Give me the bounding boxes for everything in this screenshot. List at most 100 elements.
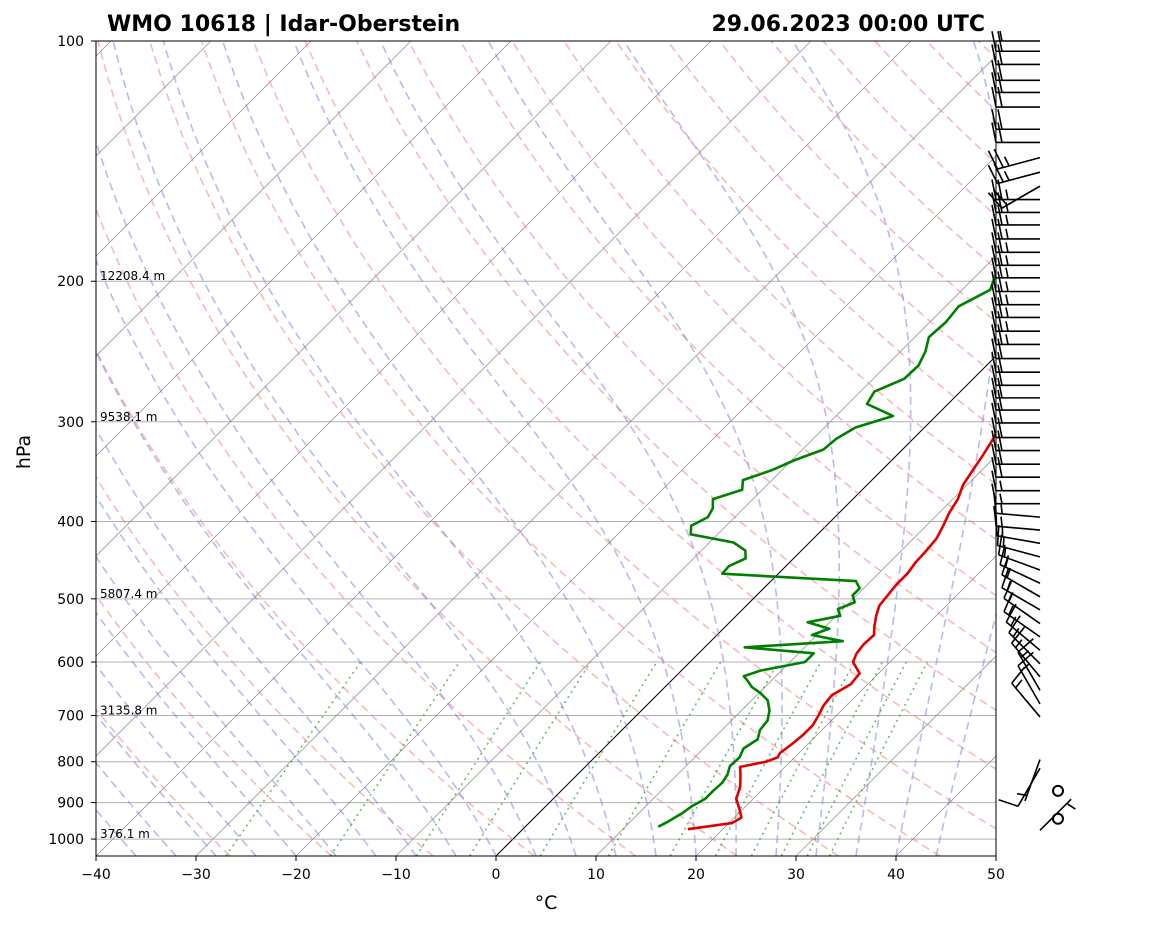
wind-barb xyxy=(991,109,1040,131)
wind-barb xyxy=(991,352,1040,373)
height-label: 3135.8 m xyxy=(100,703,158,717)
moist-adiabat-line xyxy=(221,41,657,856)
moist-adiabat-line xyxy=(162,41,617,856)
mixing-ratio-line xyxy=(329,661,461,856)
wind-barb xyxy=(991,284,1040,306)
x-tick-label: 30 xyxy=(787,867,805,883)
wind-barb xyxy=(991,72,1040,94)
x-tick-label: −30 xyxy=(181,867,211,883)
wind-barb xyxy=(987,185,1041,209)
y-tick-label: 300 xyxy=(57,415,84,431)
wind-barb xyxy=(1017,638,1041,691)
dry-adiabat-line xyxy=(96,708,231,856)
wind-barb xyxy=(991,86,1040,108)
y-tick-label: 800 xyxy=(57,755,84,771)
dry-adiabat-line xyxy=(148,41,840,856)
wind-barb xyxy=(991,271,1040,293)
moist-adiabat-line xyxy=(487,41,783,856)
moist-adiabat-line xyxy=(791,41,912,856)
y-tick-label: 1000 xyxy=(48,832,84,848)
wind-barb xyxy=(991,192,1040,214)
dry-adiabat-line xyxy=(200,41,941,856)
y-tick-label: 700 xyxy=(57,708,84,724)
isotherm-line xyxy=(795,655,996,856)
mixing-ratio-line xyxy=(225,661,362,856)
y-axis-label: hPa xyxy=(13,435,35,469)
wind-barb xyxy=(996,30,1040,42)
moist-adiabat-line xyxy=(112,41,577,856)
moist-adiabat-line xyxy=(96,427,417,856)
wind-barb xyxy=(991,470,1040,492)
x-tick-label: 0 xyxy=(492,867,501,883)
wind-barb xyxy=(991,377,1040,399)
y-tick-label: 500 xyxy=(57,592,84,608)
background-lines xyxy=(96,41,996,856)
wind-barb xyxy=(991,417,1040,439)
dry-adiabat-line xyxy=(97,41,738,856)
x-tick-label: 50 xyxy=(987,867,1005,883)
wind-barb xyxy=(991,297,1040,319)
moist-adiabat-line xyxy=(895,41,996,856)
moist-adiabat-line xyxy=(623,41,840,856)
wind-barb xyxy=(991,60,1040,82)
wind-barb xyxy=(991,443,1040,465)
wind-barb xyxy=(991,457,1040,478)
wind-barb xyxy=(993,492,1041,518)
wind-barb xyxy=(991,218,1040,240)
isotherm-line xyxy=(96,41,712,657)
isotherm-line xyxy=(96,41,512,457)
zero-isotherm xyxy=(495,355,996,856)
wind-barbs xyxy=(987,30,1076,831)
mixing-ratio-line xyxy=(469,661,592,856)
y-tick-label: 100 xyxy=(57,34,84,50)
wind-barb xyxy=(991,324,1040,346)
wind-barb xyxy=(987,163,1041,185)
x-tick-label: 10 xyxy=(587,867,605,883)
wind-barb xyxy=(998,767,1041,808)
dry-adiabat-line xyxy=(304,41,996,770)
height-labels: 12208.4 m 9538.1 m 5807.4 m 3135.8 m 376.1 m xyxy=(100,269,165,841)
x-tick-label: −40 xyxy=(81,867,111,883)
isotherm-line xyxy=(96,41,812,757)
wind-barb xyxy=(991,245,1040,267)
dry-adiabat-line xyxy=(252,41,996,830)
dry-adiabat-line xyxy=(96,348,535,856)
wind-barb xyxy=(1008,615,1041,665)
isotherm-line xyxy=(195,55,996,856)
x-tick-label: 40 xyxy=(887,867,905,883)
y-tick-label: 200 xyxy=(57,274,84,290)
y-axis: 100 200 300 400 500 600 700 800 900 1000 xyxy=(48,34,96,848)
isotherm-line xyxy=(96,41,312,257)
profile-lines xyxy=(657,270,996,831)
wind-barb xyxy=(991,430,1040,452)
dry-adiabat-line xyxy=(407,41,996,654)
x-tick-label: 20 xyxy=(687,867,705,883)
wind-barb xyxy=(991,44,1040,66)
moist-adiabat-line xyxy=(96,257,497,856)
wind-barb xyxy=(991,257,1040,279)
wind-barb xyxy=(991,311,1040,332)
wind-barb xyxy=(1039,798,1076,831)
wind-barb xyxy=(991,389,1040,411)
wind-barb xyxy=(1001,555,1041,598)
wind-barb xyxy=(1052,812,1064,825)
moist-adiabat-line xyxy=(96,138,537,856)
mixing-ratio-line xyxy=(607,661,722,856)
chart-title-datetime: 29.06.2023 00:00 UTC xyxy=(711,12,985,37)
wind-barb xyxy=(991,365,1040,387)
wind-barb xyxy=(991,402,1040,424)
mixing-ratio-line xyxy=(714,661,822,856)
isotherm-line xyxy=(295,155,996,856)
chart-title-station: WMO 10618 | Idar-Oberstein xyxy=(107,12,460,37)
wind-barb xyxy=(991,204,1040,226)
height-label: 9538.1 m xyxy=(100,410,158,424)
dewpoint-line xyxy=(657,270,996,828)
wind-barb xyxy=(997,534,1041,571)
y-tick-label: 900 xyxy=(57,796,84,812)
mixing-ratio-line xyxy=(539,661,658,856)
height-label: 376.1 m xyxy=(100,827,150,841)
x-axis: −40 −30 −20 −10 0 10 20 30 40 50 xyxy=(81,856,1005,883)
temperature-line xyxy=(687,430,996,831)
dry-adiabat-line xyxy=(667,41,996,377)
